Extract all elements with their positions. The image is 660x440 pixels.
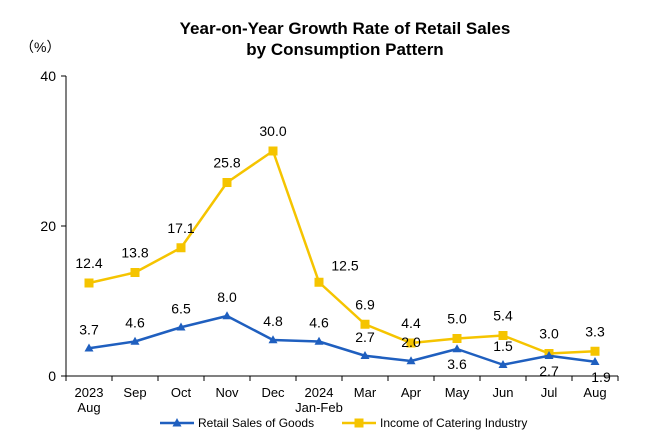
data-labels-layer: 12.4 13.8 17.1 25.8 30.0 12.5 6.9 4.4 5.0 5.4 3.0 3… (75, 123, 611, 385)
x-tick-label: Apr (401, 385, 422, 400)
catering-point (498, 331, 508, 340)
legend-swatch-marker (354, 418, 364, 428)
goods-data-label: 8.0 (217, 289, 237, 305)
goods-data-label: 2.7 (355, 329, 375, 345)
catering-data-label: 30.0 (259, 123, 286, 139)
goods-point (590, 356, 600, 365)
goods-point (544, 350, 554, 359)
catering-point (406, 338, 416, 348)
catering-data-label: 3.3 (585, 323, 605, 339)
catering-data-label: 6.9 (355, 296, 375, 312)
x-tick-label: Aug (77, 400, 100, 415)
goods-data-label: 2.7 (539, 363, 559, 379)
x-tick-label: 2023 (75, 385, 104, 400)
catering-point (130, 268, 140, 277)
x-tick-label: Jun (493, 385, 514, 400)
x-tick-label: Aug (583, 385, 606, 400)
goods-point (176, 322, 186, 331)
goods-data-label: 3.7 (79, 321, 99, 337)
goods-point (130, 336, 140, 345)
goods-data-label: 4.6 (125, 315, 145, 331)
catering-point (84, 278, 94, 288)
catering-data-label: 5.4 (493, 308, 513, 324)
catering-point (222, 178, 232, 187)
y-tick-label: 40 (40, 68, 56, 84)
goods-data-label: 4.8 (263, 313, 283, 329)
chart-title-line1: Year-on-Year Growth Rate of Retail Sales (180, 19, 511, 38)
goods-point (498, 359, 508, 368)
catering-point (452, 334, 462, 343)
catering-point (268, 146, 278, 156)
catering-data-label: 12.4 (75, 255, 102, 271)
series-layer (84, 146, 600, 368)
legend-label: Retail Sales of Goods (198, 416, 314, 430)
goods-point (268, 335, 278, 344)
legend-label: Income of Catering Industry (380, 416, 527, 430)
catering-data-label: 13.8 (121, 245, 148, 261)
catering-data-label: 4.4 (401, 315, 421, 331)
x-tick-label: 2024 (305, 385, 334, 400)
x-tick-label: Nov (215, 385, 239, 400)
x-tick-label: Jul (541, 385, 558, 400)
catering-point (176, 243, 186, 253)
x-tick-label: Oct (171, 385, 192, 400)
legend: Retail Sales of Goods Income of Catering … (160, 416, 527, 430)
catering-data-label: 3.0 (539, 326, 559, 342)
y-tick-label: 20 (40, 218, 56, 234)
goods-data-label: 6.5 (171, 300, 191, 316)
goods-point (84, 343, 94, 352)
catering-point (314, 277, 324, 287)
goods-data-label: 3.6 (447, 356, 467, 372)
catering-data-label: 17.1 (167, 220, 194, 236)
series-line-income-of-catering-industry (88, 149, 596, 355)
x-tick-label: Jan-Feb (295, 400, 343, 415)
goods-point (452, 344, 462, 353)
catering-point (590, 346, 600, 356)
goods-data-label: 2.0 (401, 334, 421, 350)
y-tick-label: 0 (48, 368, 56, 384)
catering-point (360, 319, 370, 329)
chart-title-line2: by Consumption Pattern (246, 40, 443, 59)
goods-point (360, 350, 370, 359)
goods-point (406, 356, 416, 365)
catering-data-label: 25.8 (213, 155, 240, 171)
series-line-retail-sales-of-goods (88, 314, 596, 366)
catering-data-label: 5.0 (447, 311, 467, 327)
goods-data-label: 4.6 (309, 315, 329, 331)
y-axis-unit-label: （%） (20, 39, 60, 55)
goods-point (314, 336, 324, 345)
goods-point (222, 311, 232, 320)
x-tick-label: Mar (354, 385, 377, 400)
legend-swatch-marker (172, 418, 182, 427)
catering-data-label: 12.5 (331, 257, 358, 273)
goods-data-label: 1.5 (493, 338, 513, 354)
x-tick-label: May (445, 385, 470, 400)
x-tick-label: Dec (261, 385, 285, 400)
x-tick-label: Sep (123, 385, 146, 400)
goods-data-label: 1.9 (591, 369, 611, 385)
